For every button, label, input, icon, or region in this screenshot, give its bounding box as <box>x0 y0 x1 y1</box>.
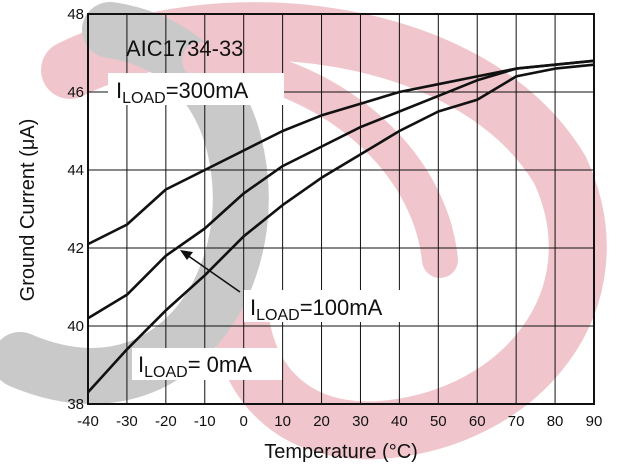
annotations: AIC1734-33 ILOAD=300mA ILOAD=100mA ILOAD… <box>108 36 420 381</box>
y-axis-title: Ground Current (μA) <box>17 119 39 302</box>
x-tick-label: 30 <box>352 413 369 430</box>
x-tick-label: 50 <box>430 413 447 430</box>
annotation-0ma-bg <box>132 348 282 380</box>
y-tick-label: 48 <box>67 6 84 23</box>
x-tick-label: 0 <box>240 413 248 430</box>
chart-title: AIC1734-33 <box>126 36 243 61</box>
y-tick-label: 42 <box>67 240 84 257</box>
x-tick-label: 10 <box>274 413 291 430</box>
annotation-100ma-sub: LOAD <box>256 307 300 324</box>
annotation-0ma-sub: LOAD <box>144 364 188 381</box>
annotation-100ma-pointer <box>186 254 241 293</box>
annotation-100ma-rest: =100mA <box>300 295 383 320</box>
annotation-0ma-main: I <box>138 352 144 377</box>
plot-frame <box>87 13 595 405</box>
y-tick-label: 46 <box>67 84 84 101</box>
watermark-red-arc <box>41 2 607 460</box>
series-line-1 <box>87 59 595 320</box>
x-tick-label: -20 <box>155 413 177 430</box>
x-tick-label: -30 <box>116 413 138 430</box>
x-tick-label: -10 <box>194 413 216 430</box>
x-tick-label: 40 <box>391 413 408 430</box>
y-tick-label: 44 <box>67 162 84 179</box>
x-tick-label: 20 <box>313 413 330 430</box>
x-tick-label: 90 <box>586 413 603 430</box>
annotation-100ma-bg <box>244 290 420 322</box>
annotation-300ma-main: I <box>116 78 122 103</box>
x-tick-label: 80 <box>547 413 564 430</box>
x-tick-label: 60 <box>469 413 486 430</box>
annotation-100ma: ILOAD=100mA <box>250 295 383 324</box>
y-tick-label: 38 <box>67 396 84 413</box>
annotation-300ma: ILOAD=300mA <box>116 78 249 107</box>
annotation-100ma-main: I <box>250 295 256 320</box>
y-tick-label: 40 <box>67 318 84 335</box>
series-line-2 <box>87 63 595 394</box>
y-tick-labels: 38 40 42 44 46 48 <box>67 6 84 413</box>
x-tick-labels: -40 -30 -20 -10 0 10 20 30 40 50 60 70 80 90 <box>77 413 602 430</box>
x-tick-label: -40 <box>77 413 99 430</box>
x-axis-title: Temperature (°C) <box>264 441 418 463</box>
annotation-100ma-arrowhead <box>180 250 193 260</box>
annotation-300ma-rest: =300mA <box>166 78 249 103</box>
annotation-300ma-bg <box>108 73 284 105</box>
annotation-0ma: ILOAD= 0mA <box>138 352 252 381</box>
annotation-0ma-rest: = 0mA <box>188 352 253 377</box>
x-tick-label: 70 <box>508 413 525 430</box>
watermark-gray-arc <box>0 2 269 404</box>
annotation-300ma-sub: LOAD <box>122 90 166 107</box>
series-lines <box>87 59 595 394</box>
